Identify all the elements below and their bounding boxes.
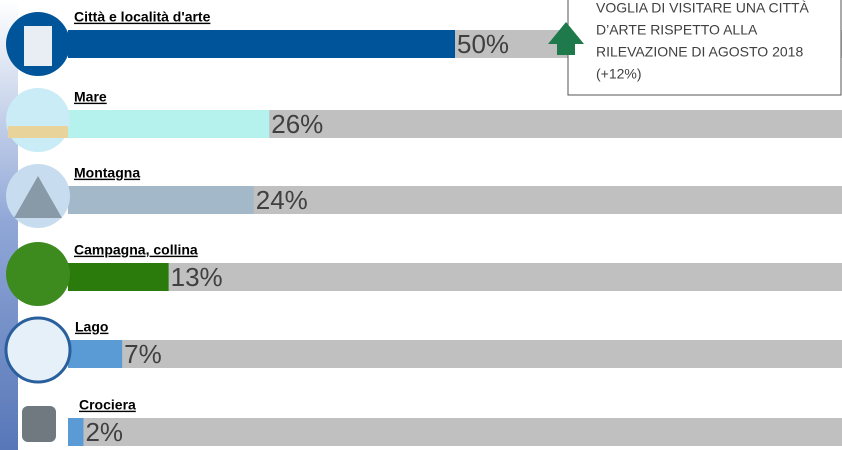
bar [68, 340, 123, 368]
icon-ship [22, 406, 56, 442]
value-label: 24% [256, 185, 308, 215]
up-arrow [548, 22, 584, 44]
icon-column [24, 26, 52, 66]
icon-sea [6, 88, 70, 152]
icon-country [6, 242, 70, 306]
callout-text: (+12%) [596, 66, 642, 82]
category-label: Campagna, collina [74, 242, 198, 258]
category-label: Montagna [74, 165, 140, 181]
value-label: 50% [457, 29, 509, 59]
value-label: 13% [171, 262, 223, 292]
callout-text: D’ARTE RISPETTO ALLA [596, 22, 758, 38]
icon-peak [14, 176, 62, 218]
bar [68, 110, 270, 138]
category-label: Lago [75, 319, 108, 335]
icon-lake [4, 316, 72, 384]
value-label: 7% [124, 339, 162, 369]
category-label: Crociera [79, 397, 136, 413]
value-label: 2% [85, 417, 123, 447]
up-arrow-stem [557, 43, 575, 55]
track [68, 418, 842, 446]
track [68, 263, 842, 291]
value-label: 26% [271, 109, 323, 139]
callout: VOGLIA DI VISITARE UNA CITTÀ D’ARTE RISPE… [548, 0, 842, 96]
icon-sand [8, 126, 68, 138]
category-label: Mare [74, 89, 107, 105]
bar [68, 30, 455, 58]
bar [68, 263, 169, 291]
callout-text: VOGLIA DI VISITARE UNA CITTÀ [596, 0, 810, 16]
callout-box [567, 0, 842, 96]
bar [68, 418, 84, 446]
track [68, 340, 842, 368]
icons [4, 12, 72, 442]
bar [68, 186, 254, 214]
callout-text: RILEVAZIONE DI AGOSTO 2018 [596, 44, 803, 60]
side-strip [0, 0, 18, 450]
category-label: Città e località d'arte [74, 9, 211, 25]
